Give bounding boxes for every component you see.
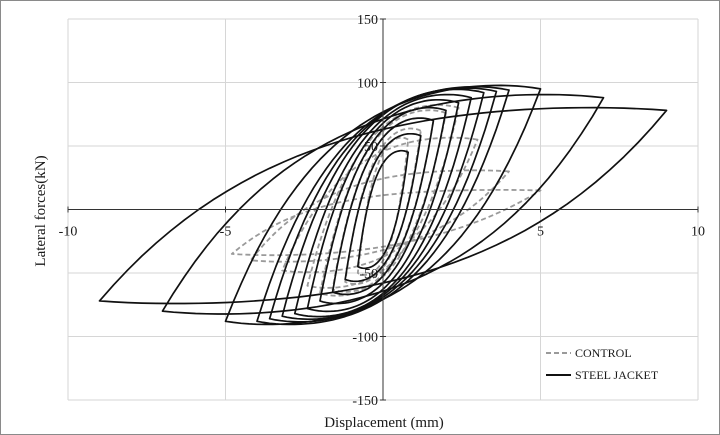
x-axis-label: Displacement (mm) [324, 415, 444, 431]
tick-labels: -10 -5 5 10 150 100 50 -50 -100 -150 [59, 13, 705, 409]
hysteresis-loop [224, 84, 542, 326]
series-steel-jacket [98, 84, 668, 326]
y-tick-label: 100 [357, 77, 378, 92]
y-tick-label: 50 [364, 140, 378, 155]
x-tick-label: -5 [220, 225, 232, 240]
hysteresis-loop [98, 106, 668, 305]
y-tick-label: 150 [357, 13, 378, 28]
hysteresis-loop [344, 132, 422, 283]
x-tick-label: 10 [691, 225, 705, 240]
y-tick-label: -150 [352, 394, 378, 409]
hysteresis-loop [293, 93, 473, 318]
y-tick-label: -100 [352, 331, 378, 346]
hysteresis-loop [319, 106, 447, 305]
y-axis-label: Lateral forces(kN) [33, 155, 49, 266]
axes [67, 18, 699, 401]
hysteresis-loop [256, 85, 510, 326]
hysteresis-loop [161, 93, 605, 315]
x-tick-label: -10 [59, 225, 78, 240]
hysteresis-loop [230, 189, 542, 257]
hysteresis-loop [356, 149, 410, 270]
y-tick-label: -50 [359, 267, 378, 282]
legend: CONTROL STEEL JACKET [546, 346, 659, 382]
curves [98, 84, 668, 326]
hysteresis-loop [249, 169, 510, 263]
legend-label-steel-jacket: STEEL JACKET [575, 368, 659, 382]
legend-label-control: CONTROL [575, 346, 632, 360]
x-tick-label: 5 [537, 225, 544, 240]
hysteresis-loop [281, 136, 479, 274]
